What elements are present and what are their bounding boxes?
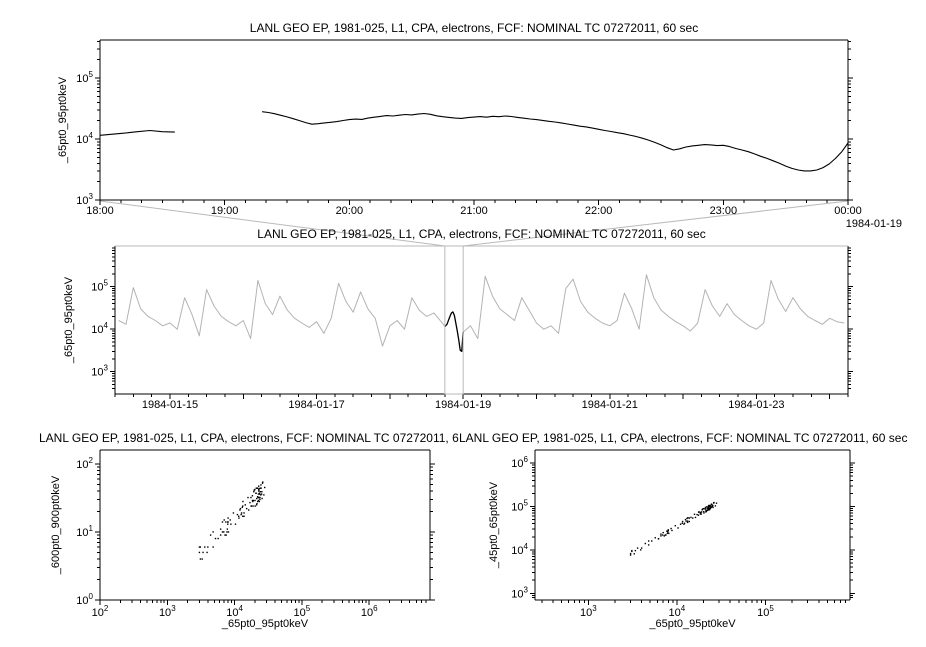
svg-text:103: 103 bbox=[159, 604, 176, 619]
svg-text:1984-01-21: 1984-01-21 bbox=[582, 399, 638, 411]
svg-text:104: 104 bbox=[669, 604, 686, 619]
svg-text:1984-01-23: 1984-01-23 bbox=[728, 399, 784, 411]
svg-text:104: 104 bbox=[511, 542, 528, 557]
svg-text:1984-01-19: 1984-01-19 bbox=[435, 399, 491, 411]
panel3-title-clip: LANL GEO EP, 1981-025, L1, CPA, electron… bbox=[30, 431, 459, 446]
svg-text:1984-01-15: 1984-01-15 bbox=[142, 399, 198, 411]
svg-text:22:00: 22:00 bbox=[585, 205, 613, 217]
svg-text:19:00: 19:00 bbox=[211, 205, 239, 217]
svg-text:103: 103 bbox=[580, 604, 597, 619]
svg-text:00:00: 00:00 bbox=[834, 205, 862, 217]
svg-text:18:00: 18:00 bbox=[86, 205, 114, 217]
svg-text:102: 102 bbox=[76, 456, 93, 471]
svg-text:20:00: 20:00 bbox=[336, 205, 364, 217]
panel3-x-axis-label: _65pt0_95pt0keV bbox=[221, 618, 309, 630]
svg-text:104: 104 bbox=[91, 321, 108, 336]
panel2-title: LANL GEO EP, 1981-025, L1, CPA, electron… bbox=[257, 227, 706, 241]
svg-text:106: 106 bbox=[361, 604, 378, 619]
panel2-y-axis-label: _65pt0_95pt0keV bbox=[63, 276, 75, 364]
svg-text:100: 100 bbox=[76, 592, 93, 607]
svg-text:104: 104 bbox=[226, 604, 243, 619]
svg-text:106: 106 bbox=[511, 455, 528, 470]
panel3-y-axis-label: _600pt0_900pt0keV bbox=[50, 475, 62, 575]
panel1-title: LANL GEO EP, 1981-025, L1, CPA, electron… bbox=[249, 21, 699, 35]
panel4-x-axis-label: _65pt0_95pt0keV bbox=[649, 618, 736, 630]
panel1-y-axis-label: _65pt0_95pt0keV bbox=[57, 76, 69, 164]
svg-text:1984-01-17: 1984-01-17 bbox=[288, 399, 344, 411]
svg-text:21:00: 21:00 bbox=[460, 205, 488, 217]
svg-text:103: 103 bbox=[511, 585, 528, 600]
svg-text:103: 103 bbox=[91, 364, 108, 379]
svg-text:105: 105 bbox=[511, 498, 528, 513]
svg-text:104: 104 bbox=[76, 131, 93, 146]
panel3-title: LANL GEO EP, 1981-025, L1, CPA, electron… bbox=[39, 431, 459, 445]
svg-text:23:00: 23:00 bbox=[710, 205, 738, 217]
svg-text:1984-01-19: 1984-01-19 bbox=[846, 218, 902, 230]
svg-text:102: 102 bbox=[92, 604, 109, 619]
svg-text:105: 105 bbox=[757, 604, 774, 619]
panel4-title: LANL GEO EP, 1981-025, L1, CPA, electron… bbox=[459, 431, 908, 445]
svg-text:105: 105 bbox=[294, 604, 311, 619]
pan4-y-axis-label: _45pt0_65pt0keV bbox=[488, 481, 500, 569]
svg-text:105: 105 bbox=[76, 70, 93, 85]
svg-text:105: 105 bbox=[91, 279, 108, 294]
svg-text:101: 101 bbox=[76, 524, 93, 539]
